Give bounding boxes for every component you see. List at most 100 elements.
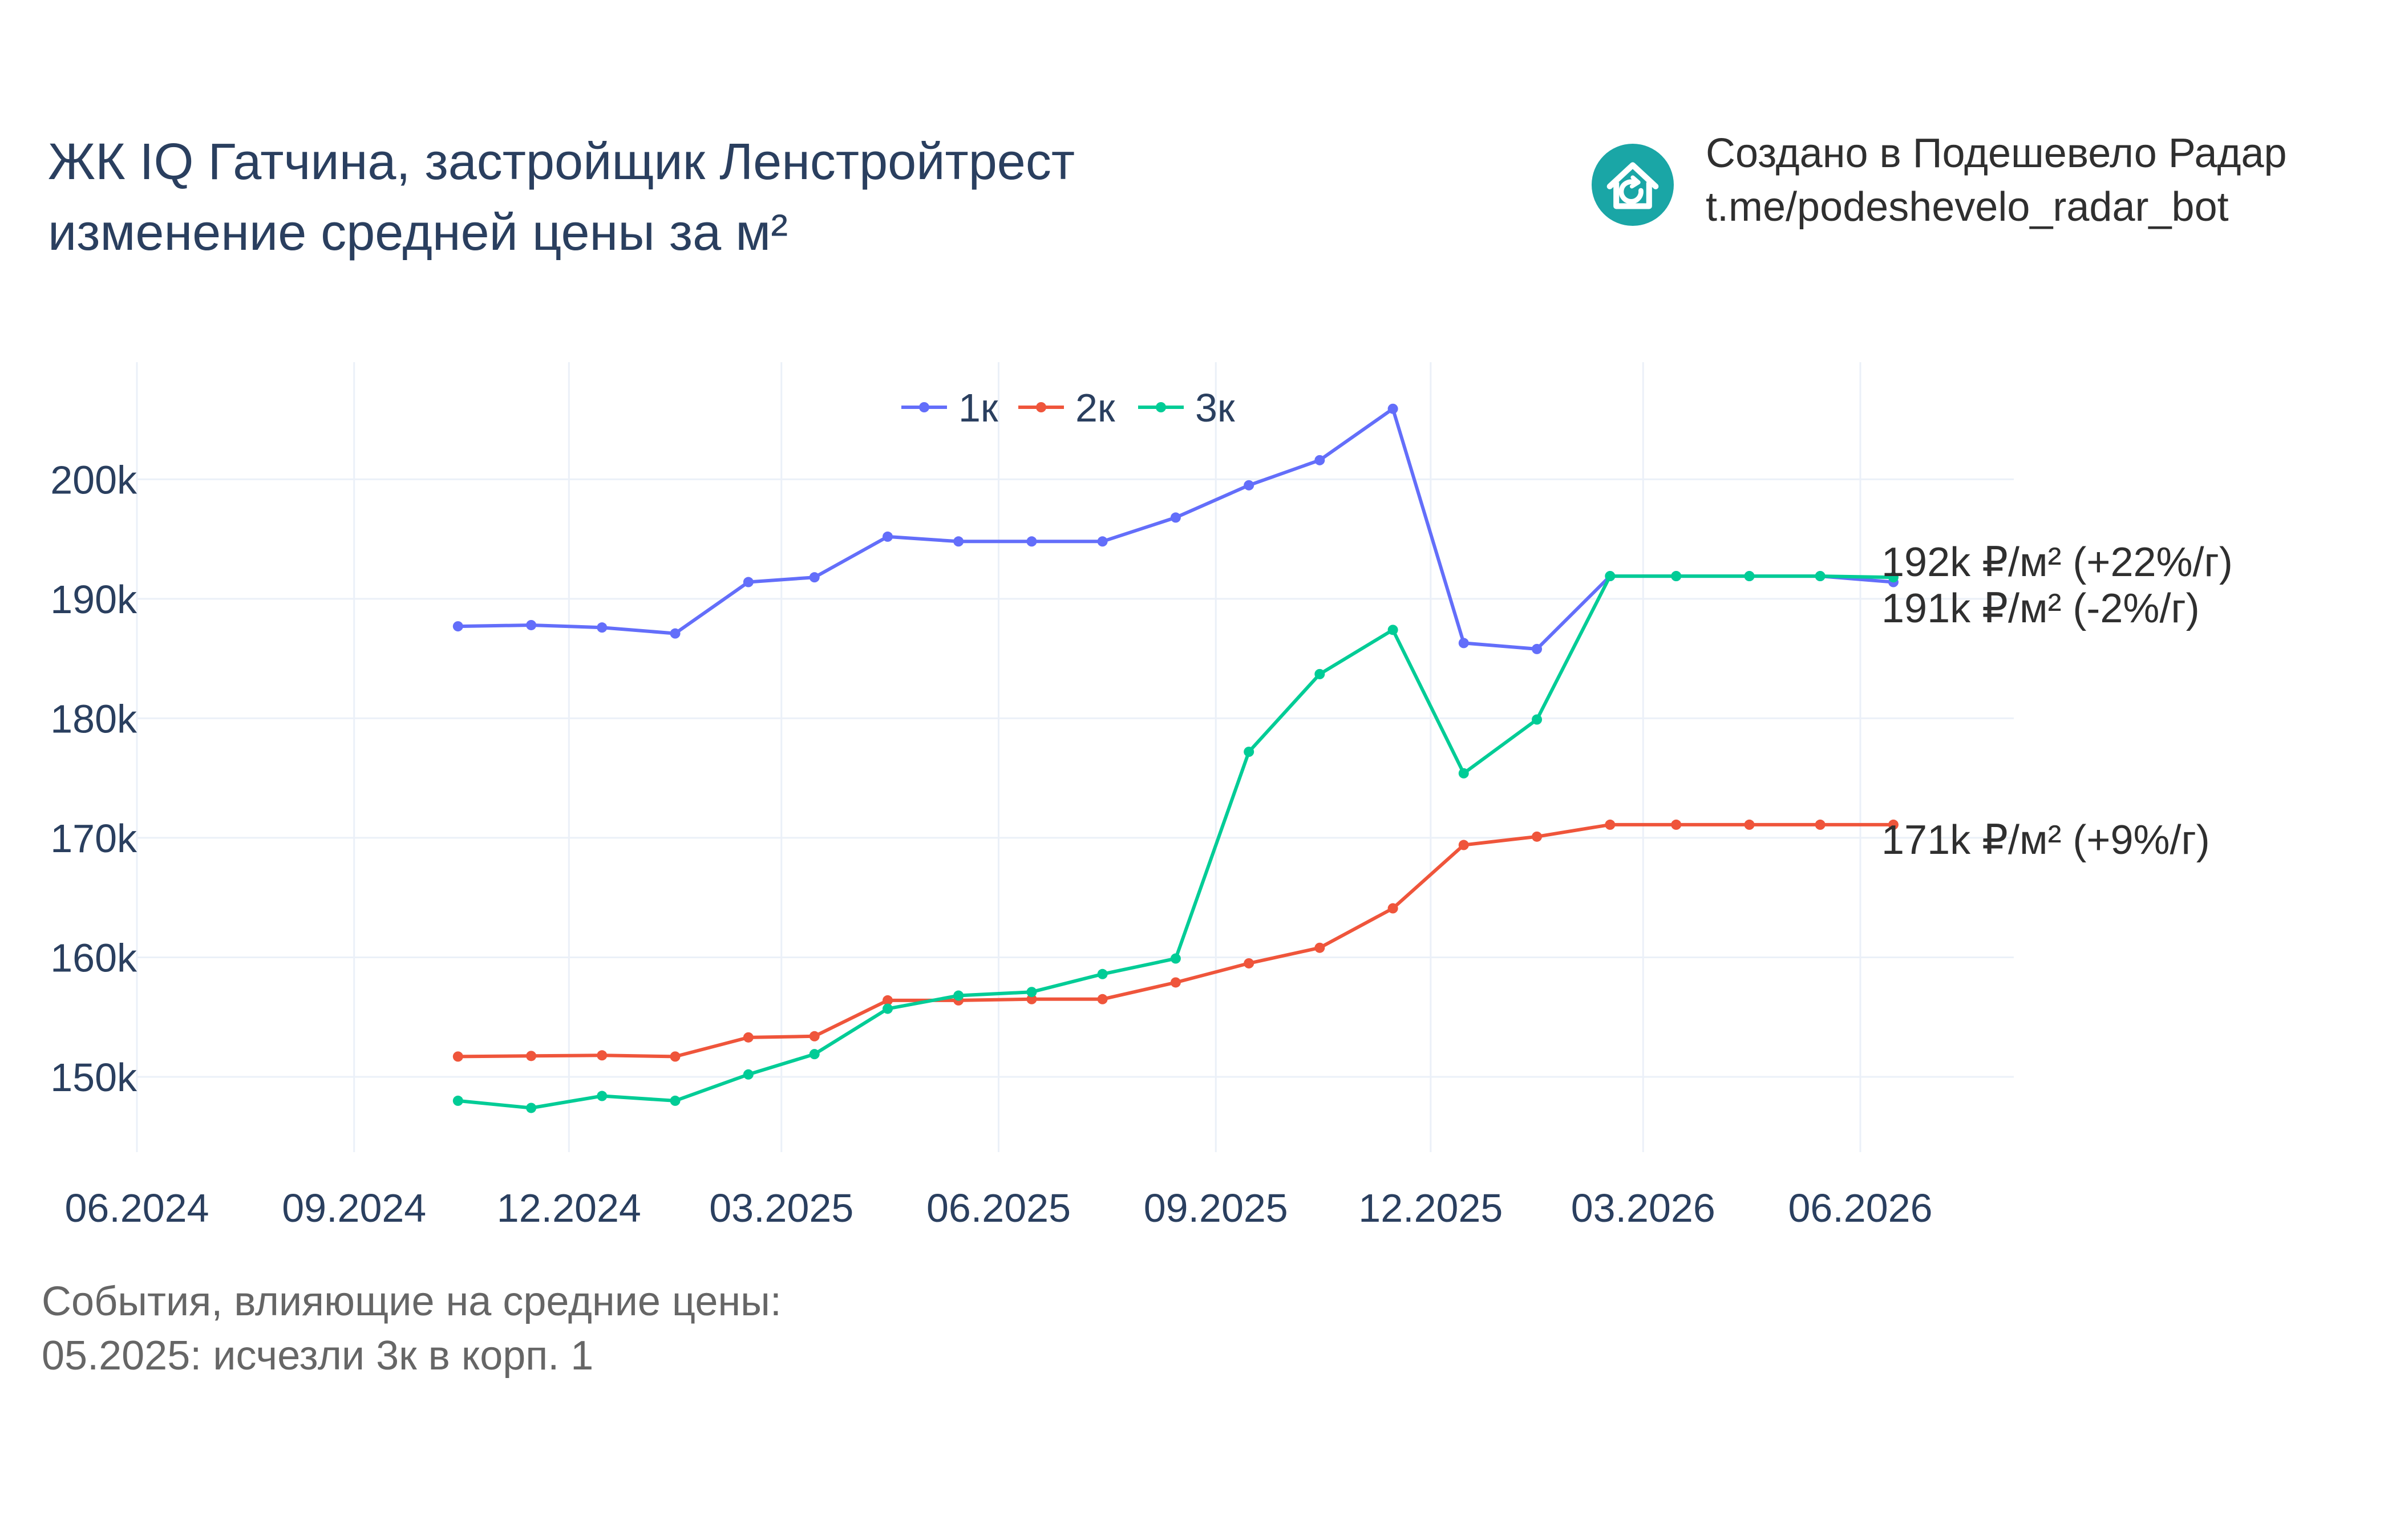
y-tick-label: 150k: [50, 1055, 137, 1100]
y-tick-label: 180k: [50, 696, 137, 741]
data-point: [1244, 958, 1254, 968]
data-point: [670, 1051, 681, 1062]
data-point: [1458, 638, 1469, 649]
data-point: [597, 1050, 608, 1061]
title-line-2: изменение средней цены за м²: [48, 204, 788, 261]
data-point: [1387, 903, 1398, 914]
data-point: [526, 619, 537, 630]
data-point: [953, 990, 964, 1001]
data-point: [953, 536, 964, 547]
data-point: [1170, 512, 1181, 523]
end-label-3к: 192k ₽/м² (+22%/г): [1881, 540, 2233, 585]
data-point: [452, 1095, 463, 1106]
data-point: [452, 1051, 463, 1062]
x-tick-label: 09.2025: [1144, 1186, 1288, 1230]
chart-legend: 1к 2к 3к: [901, 386, 1235, 430]
data-point: [883, 1003, 893, 1014]
chart-series: [452, 403, 1899, 1113]
x-tick-label: 03.2026: [1571, 1186, 1715, 1230]
brand-name: Создано в Подешевело Радар: [1706, 131, 2287, 176]
data-point: [1026, 994, 1037, 1004]
data-point: [743, 1069, 754, 1080]
data-point: [1170, 953, 1181, 964]
data-point: [743, 577, 754, 587]
data-point: [1744, 571, 1755, 582]
data-point: [1314, 668, 1325, 679]
y-tick-label: 200k: [50, 457, 137, 502]
end-labels: 191k ₽/м² (-2%/г) 171k ₽/м² (+9%/г) 192k ₽…: [1881, 540, 2233, 863]
data-point: [1097, 968, 1108, 979]
data-point: [1815, 571, 1826, 582]
series-line-2к: [458, 822, 1893, 1059]
end-label-1к: 191k ₽/м² (-2%/г): [1881, 586, 2200, 631]
x-tick-label: 06.2024: [64, 1186, 209, 1230]
data-point: [597, 622, 608, 633]
x-tick-label: 12.2024: [497, 1186, 641, 1230]
legend-swatch-marker: [919, 402, 929, 412]
event-item: 05.2025: исчезли 3к в корп. 1: [42, 1333, 594, 1379]
data-point: [1097, 994, 1108, 1004]
chart-title: ЖК IQ Гатчина, застройщик Ленстройтрест …: [48, 127, 1075, 268]
data-point: [670, 1095, 681, 1106]
data-point: [1888, 819, 1899, 830]
legend-label-2к: 2к: [1075, 386, 1115, 430]
data-point: [1244, 480, 1254, 491]
data-point: [452, 621, 463, 632]
x-tick-label: 09.2024: [282, 1186, 426, 1230]
x-tick-label: 06.2026: [1788, 1186, 1932, 1230]
data-point: [809, 572, 820, 583]
end-label-2к: 171k ₽/м² (+9%/г): [1881, 817, 2210, 863]
chart-grid: [136, 362, 2014, 1152]
data-point: [1532, 714, 1543, 725]
brand-link[interactable]: t.me/podeshevelo_radar_bot: [1706, 184, 2229, 230]
data-point: [883, 995, 893, 1006]
data-point: [1170, 977, 1181, 988]
title-line-1: ЖК IQ Гатчина, застройщик Ленстройтрест: [48, 133, 1075, 191]
data-point: [1532, 831, 1543, 842]
y-tick-label: 170k: [50, 816, 137, 861]
data-point: [597, 1091, 608, 1101]
data-point: [809, 1031, 820, 1041]
x-tick-label: 03.2025: [709, 1186, 853, 1230]
data-point: [1815, 819, 1826, 830]
data-point: [1605, 571, 1616, 582]
data-point: [1458, 768, 1469, 779]
data-point: [883, 531, 893, 542]
legend-swatch-marker: [1036, 402, 1046, 412]
data-point: [809, 1049, 820, 1060]
data-point: [1314, 455, 1325, 465]
brand-text: Создано в Подешевело Радар t.me/podeshev…: [1706, 127, 2390, 234]
data-point: [1888, 572, 1899, 583]
series-line-1к: [458, 407, 1894, 651]
data-point: [1458, 840, 1469, 850]
events-heading: События, влияющие на средние цены:: [42, 1279, 782, 1324]
y-tick-label: 190k: [50, 577, 137, 622]
legend-label-1к: 1к: [958, 386, 998, 430]
legend-label-3к: 3к: [1195, 386, 1235, 430]
data-point: [1671, 571, 1682, 582]
data-point: [1097, 536, 1108, 547]
house-refresh-icon: [1592, 144, 1674, 226]
data-point: [670, 628, 681, 639]
data-point: [1387, 625, 1398, 635]
y-tick-label: 160k: [50, 935, 137, 980]
data-point: [1532, 643, 1543, 654]
data-point: [1244, 747, 1254, 757]
data-point: [1314, 942, 1325, 953]
legend-swatch-marker: [1156, 402, 1166, 412]
data-point: [526, 1103, 537, 1113]
data-point: [1387, 403, 1398, 414]
data-point: [1026, 536, 1037, 547]
data-point: [1605, 819, 1616, 830]
data-point: [1026, 987, 1037, 998]
data-point: [743, 1032, 754, 1043]
data-point: [1744, 819, 1755, 830]
data-point: [1671, 819, 1682, 830]
data-point: [526, 1051, 537, 1061]
x-axis: 06.2024 09.2024 12.2024 03.2025 06.2025 09.20…: [64, 1186, 1932, 1230]
series-line-3к: [458, 574, 1893, 1110]
y-axis: 150k 160k 170k 180k 190k 200k: [50, 457, 137, 1100]
x-tick-label: 06.2025: [926, 1186, 1071, 1230]
events-note: События, влияющие на средние цены: 05.20…: [42, 1275, 782, 1383]
